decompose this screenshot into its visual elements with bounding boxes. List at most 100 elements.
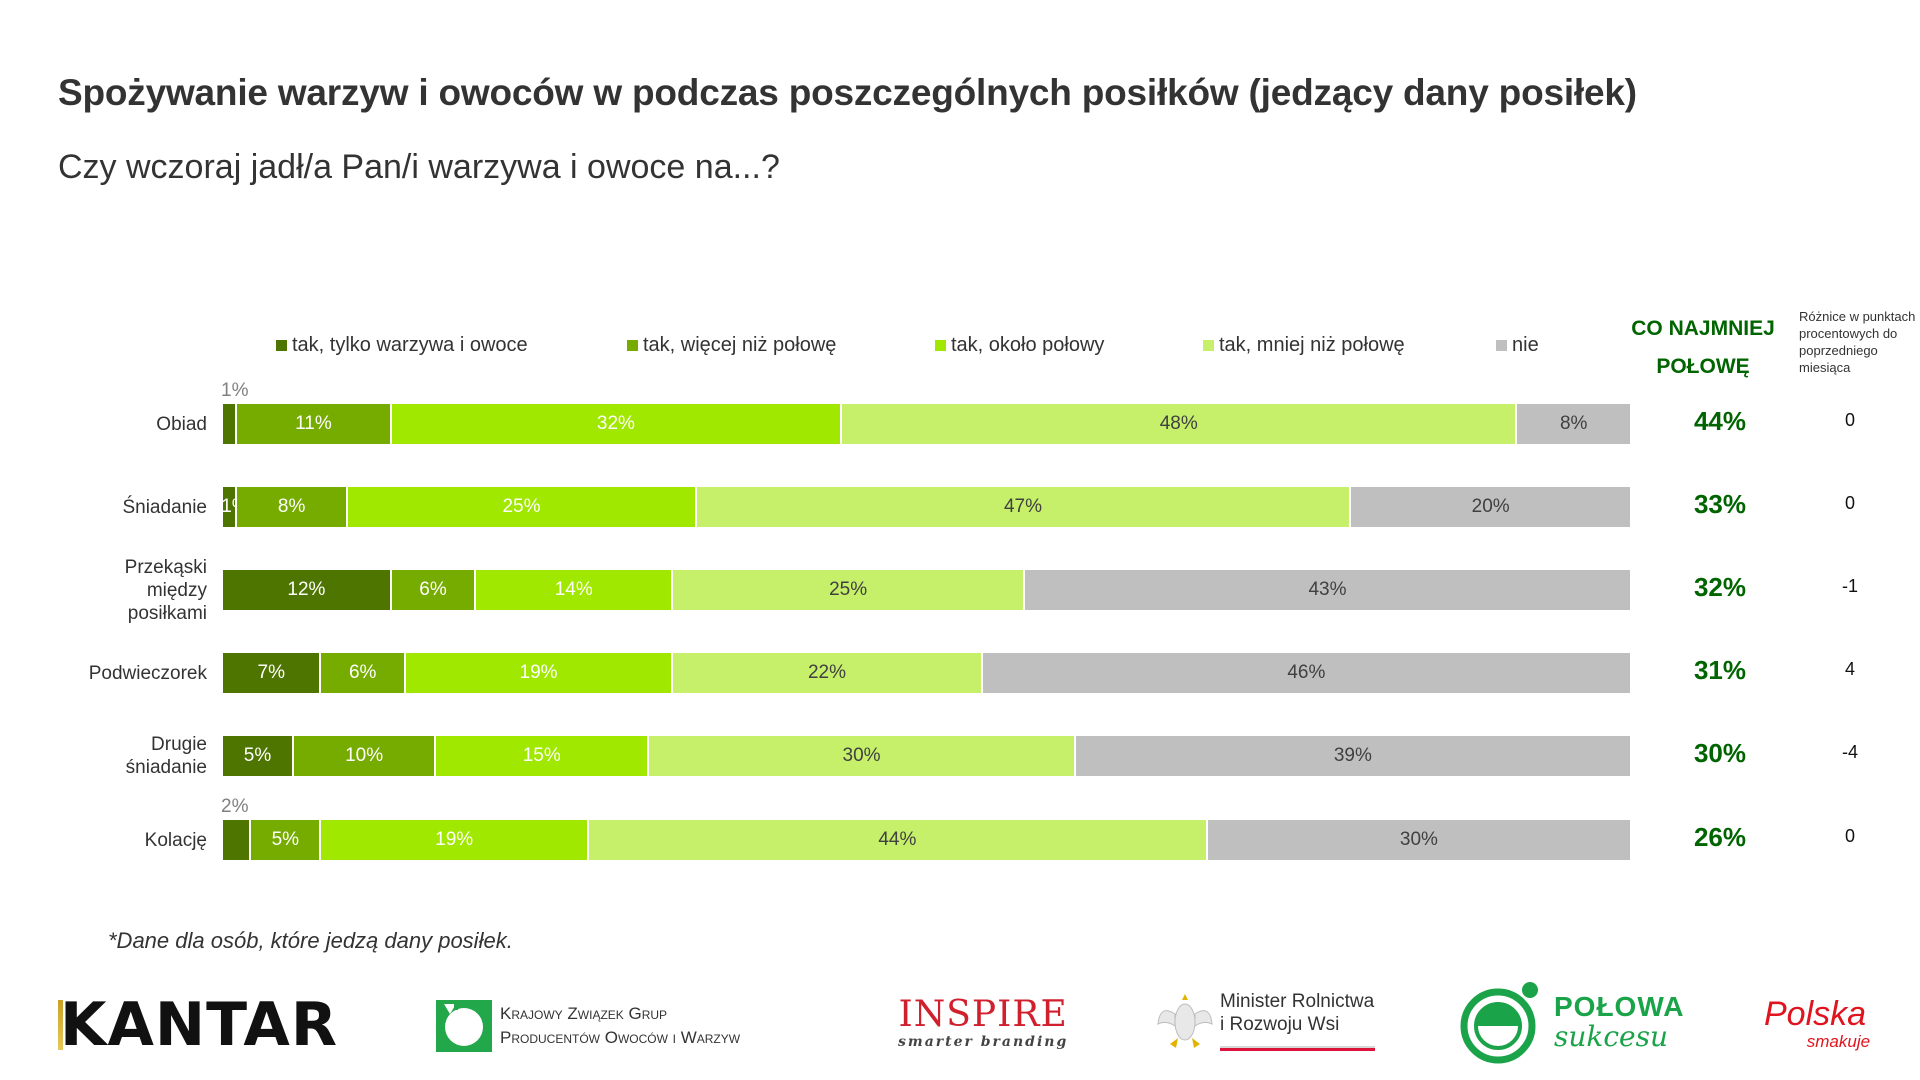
category-label: Przekąski między posiłkami bbox=[125, 556, 207, 625]
data-label: 14% bbox=[554, 579, 593, 600]
ministry-line1: Minister Rolnictwa bbox=[1220, 991, 1375, 1012]
bar-row: 7% 6% 19% 22% 46% bbox=[223, 653, 1630, 693]
bar-segment bbox=[223, 404, 238, 444]
data-label: 10% bbox=[345, 745, 384, 766]
legend-item: tak, tylko warzywa i owoce bbox=[276, 334, 528, 357]
data-label: 39% bbox=[1333, 745, 1372, 766]
data-label: 46% bbox=[1287, 662, 1326, 683]
bar-segment: 46% bbox=[982, 653, 1630, 693]
polowa-line2: sukcesu bbox=[1554, 1020, 1669, 1053]
inspire-tagline: smarter branding bbox=[898, 1034, 1069, 1050]
footnote: *Dane dla osób, które jedzą dany posiłek… bbox=[108, 928, 513, 953]
data-label: 20% bbox=[1471, 496, 1510, 517]
kantar-bar-icon bbox=[58, 1000, 63, 1050]
legend-item: tak, więcej niż połowę bbox=[627, 334, 836, 357]
at-least-half-header-line2: POŁOWĘ bbox=[1656, 355, 1750, 378]
legend-swatch bbox=[1203, 340, 1214, 351]
at-least-half-header-line1: CO NAJMNIEJ bbox=[1631, 317, 1775, 340]
category-label: Drugie śniadanie bbox=[126, 733, 207, 779]
category-label-line: Podwieczorek bbox=[88, 662, 207, 684]
polska-smakuje-logo: Polska smakuje bbox=[1764, 995, 1870, 1052]
ministry-flag-stripe-red bbox=[1220, 1048, 1375, 1051]
bar-segment: 39% bbox=[1075, 736, 1630, 776]
kzgppow-line2: Producentów Owoców i Warzyw bbox=[500, 1028, 741, 1047]
legend-label: tak, tylko warzywa i owoce bbox=[292, 334, 528, 356]
page-subtitle: Czy wczoraj jadł/a Pan/i warzywa i owoce… bbox=[58, 148, 780, 186]
legend-swatch bbox=[1496, 340, 1507, 351]
bar-segment: 8% bbox=[236, 487, 349, 527]
diff-value: 0 bbox=[1844, 826, 1855, 846]
bar-segment: 14% bbox=[476, 570, 674, 610]
bar-segment: 22% bbox=[673, 653, 983, 693]
kzgppow-line1: Krajowy Związek Grup bbox=[500, 1004, 668, 1023]
data-label: 32% bbox=[596, 413, 635, 434]
at-least-half-value: 32% bbox=[1693, 572, 1747, 602]
data-label: 19% bbox=[435, 829, 474, 850]
at-least-half-value: 33% bbox=[1693, 489, 1747, 519]
bar-segment: 6% bbox=[321, 653, 406, 693]
data-label: 11% bbox=[295, 413, 332, 434]
bar-segment bbox=[223, 820, 252, 860]
legend-item: tak, około połowy bbox=[935, 334, 1104, 357]
ministry-logo: Minister Rolnictwa i Rozwoju Wsi bbox=[1156, 990, 1375, 1058]
legend-item: tak, mniej niż połowę bbox=[1203, 334, 1405, 357]
category-label: Podwieczorek bbox=[89, 662, 207, 685]
bar-segment: 25% bbox=[348, 487, 697, 527]
legend-swatch bbox=[276, 340, 287, 351]
data-label: 12% bbox=[287, 579, 326, 600]
data-label: 15% bbox=[522, 745, 561, 766]
category-label-line: posiłkami bbox=[127, 602, 207, 624]
kantar-wordmark: KANTAR bbox=[60, 990, 339, 1060]
polska-line1: Polska bbox=[1764, 995, 1867, 1033]
bar-row: 12% 6% 14% 25% 43% bbox=[223, 570, 1630, 610]
legend-label: tak, mniej niż połowę bbox=[1219, 334, 1405, 356]
bar-row: 11% 32% 48% 8% bbox=[223, 404, 1630, 444]
category-label-line: Śniadanie bbox=[122, 496, 207, 518]
kzgppow-icon bbox=[436, 1000, 492, 1052]
bar-segment: 48% bbox=[842, 404, 1518, 444]
bar-segment: 1% bbox=[221, 487, 249, 527]
bar-segment: 15% bbox=[436, 736, 650, 776]
data-label: 5% bbox=[243, 745, 272, 766]
data-label: 47% bbox=[1003, 496, 1043, 517]
diff-value: -1 bbox=[1841, 576, 1858, 596]
category-label-line: Przekąski bbox=[124, 556, 207, 578]
data-label: 48% bbox=[1159, 413, 1198, 434]
bar-segment: 5% bbox=[223, 736, 295, 776]
bar-segment: 47% bbox=[696, 487, 1352, 527]
outside-data-label: 2% bbox=[221, 796, 249, 817]
category-label-line: między bbox=[146, 579, 207, 601]
category-label: Obiad bbox=[156, 413, 207, 436]
data-label: 6% bbox=[348, 662, 377, 683]
data-label: 30% bbox=[842, 745, 881, 766]
legend-swatch bbox=[627, 340, 638, 351]
diff-value: -4 bbox=[1841, 742, 1858, 762]
diff-value: 4 bbox=[1844, 659, 1855, 679]
at-least-half-header: CO NAJMNIEJ POŁOWĘ bbox=[1618, 310, 1788, 386]
bar-segment: 20% bbox=[1351, 487, 1630, 527]
bar-segment: 19% bbox=[405, 653, 674, 693]
polowa-sukcesu-icon bbox=[1460, 982, 1538, 1064]
kzgppow-logo: Krajowy Związek Grup Producentów Owoców … bbox=[436, 1000, 740, 1052]
ministry-flag-stripe bbox=[1220, 1046, 1375, 1048]
data-label: 6% bbox=[419, 579, 447, 600]
category-label-line: Obiad bbox=[156, 413, 207, 435]
bar-segment: 30% bbox=[1207, 820, 1630, 860]
data-label: 43% bbox=[1308, 579, 1347, 600]
data-label: 30% bbox=[1399, 829, 1438, 850]
category-label: Kolację bbox=[145, 829, 207, 852]
bar-segment: 32% bbox=[391, 404, 843, 444]
outside-data-label: 1% bbox=[221, 380, 249, 401]
polowa-sukcesu-logo: POŁOWA sukcesu bbox=[1460, 980, 1684, 1064]
data-label: 5% bbox=[271, 829, 300, 850]
legend-swatch bbox=[935, 340, 946, 351]
data-label: 22% bbox=[807, 662, 847, 683]
diff-value: 0 bbox=[1844, 493, 1855, 513]
legend-label: tak, około połowy bbox=[951, 334, 1105, 356]
bar-row: 1% 8% 25% 47% 20% bbox=[221, 487, 1630, 527]
diff-value: 0 bbox=[1844, 410, 1855, 430]
polowa-line1: POŁOWA bbox=[1554, 991, 1685, 1022]
bar-segment: 43% bbox=[1024, 570, 1630, 610]
bar-segment: 11% bbox=[237, 404, 392, 444]
bar-segment: 5% bbox=[251, 820, 322, 860]
